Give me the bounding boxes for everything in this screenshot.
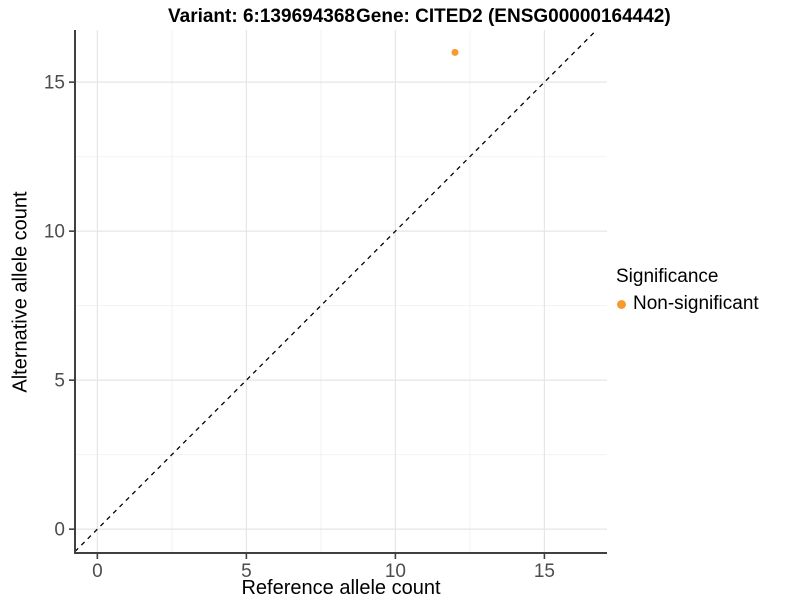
x-axis-title: Reference allele count [241, 577, 441, 599]
y-axis-title: Alternative allele count [9, 191, 32, 393]
legend-title: Significance [616, 266, 719, 287]
legend-items: Non-significant [616, 293, 759, 315]
x-tick-label: 5 [241, 561, 252, 582]
x-tick-label: 15 [534, 561, 555, 582]
legend-swatch-dot [617, 299, 626, 309]
y-tick-label: 15 [44, 73, 65, 94]
legend-item-label: Non-significant [633, 293, 759, 314]
plot-title-variant: Variant: 6:139694368 [168, 6, 355, 27]
legend-item: Non-significant [616, 293, 759, 315]
plot-title-gene: Gene: CITED2 (ENSG00000164442) [356, 6, 671, 27]
y-tick-label: 0 [54, 520, 65, 541]
y-tick-label: 10 [44, 222, 65, 243]
legend: Significance Non-significant [616, 266, 759, 315]
x-tick-label: 10 [385, 561, 406, 582]
x-tick-label: 0 [92, 561, 103, 582]
data-point [451, 48, 459, 56]
y-tick-label: 5 [54, 371, 65, 392]
identity-line [74, 29, 598, 552]
